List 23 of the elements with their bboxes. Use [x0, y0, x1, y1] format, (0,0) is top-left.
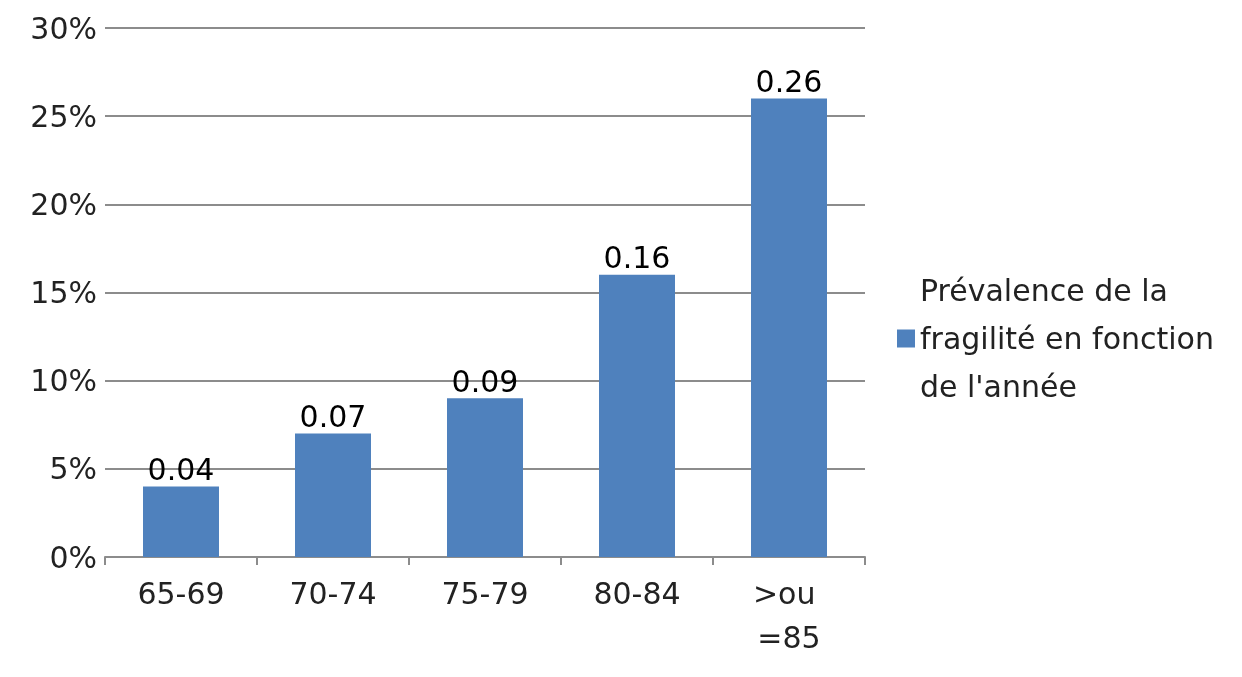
y-tick-label: 25%: [30, 98, 97, 134]
y-tick-label: 10%: [30, 363, 97, 399]
x-tick-label: 65-69: [137, 575, 225, 611]
legend-label: Prévalence de la fragilité en fonction de l'année: [920, 273, 1224, 404]
x-tick-label: 70-74: [289, 575, 377, 611]
x-tick-label: 80-84: [593, 575, 681, 611]
bar: [143, 486, 219, 557]
data-label: 0.26: [755, 64, 823, 100]
bar: [599, 274, 675, 557]
bar: [447, 398, 523, 557]
x-tick-label: >ou =85: [752, 575, 826, 655]
y-tick-label: 15%: [30, 275, 97, 310]
bar: [751, 98, 827, 557]
x-tick-label: 75-79: [441, 575, 529, 611]
y-tick-label: 30%: [30, 10, 97, 46]
data-label: 0.16: [603, 240, 671, 276]
y-tick-label: 5%: [49, 451, 97, 487]
y-tick-label: 0%: [49, 539, 97, 575]
bar: [295, 433, 371, 557]
data-label: 0.09: [451, 363, 519, 399]
y-tick-label: 20%: [30, 186, 97, 222]
data-label: 0.07: [299, 399, 367, 435]
data-label: 0.04: [147, 451, 215, 487]
